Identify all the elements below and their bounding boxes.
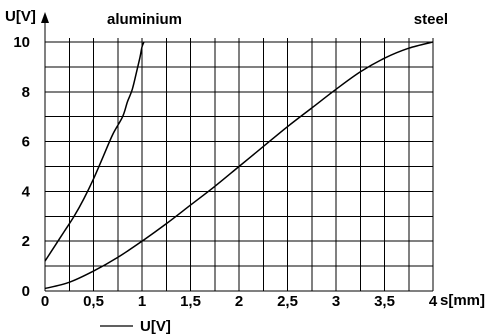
y-axis-label: U[V] — [5, 8, 36, 25]
y-tick-labels: 0 2 4 6 8 10 — [13, 34, 30, 300]
series-label-steel: steel — [414, 11, 448, 28]
y-tick-label: 8 — [22, 84, 30, 101]
x-tick-label: 2,5 — [277, 293, 298, 310]
x-tick-label: 3,5 — [374, 293, 395, 310]
y-tick-label: 2 — [22, 233, 30, 250]
y-tick-label: 10 — [13, 34, 30, 51]
y-tick-label: 4 — [22, 183, 31, 200]
x-tick-label: 0 — [41, 293, 49, 310]
y-tick-label: 6 — [22, 134, 30, 151]
x-tick-label: 2 — [235, 293, 243, 310]
legend-label: U[V] — [140, 318, 171, 334]
y-axis-arrow — [41, 12, 49, 23]
x-tick-label: 4 — [429, 293, 438, 310]
x-tick-label: 1,5 — [180, 293, 201, 310]
axes — [41, 12, 433, 292]
x-tick-label: 1 — [138, 293, 146, 310]
grid — [45, 38, 434, 291]
x-tick-label: 3 — [332, 293, 340, 310]
legend: U[V] — [100, 318, 171, 334]
series-curves — [44, 41, 434, 290]
x-tick-label: 0,5 — [83, 293, 104, 310]
x-tick-labels: 0 0,5 1 1,5 2 2,5 3 3,5 4 — [41, 293, 438, 310]
x-axis-label: s[mm] — [440, 292, 485, 309]
y-tick-label: 0 — [22, 283, 30, 300]
series-line-aluminium — [44, 41, 145, 262]
series-line-steel — [44, 41, 434, 290]
series-label-aluminium: aluminium — [107, 11, 182, 28]
series-labels: aluminium steel — [107, 11, 448, 28]
